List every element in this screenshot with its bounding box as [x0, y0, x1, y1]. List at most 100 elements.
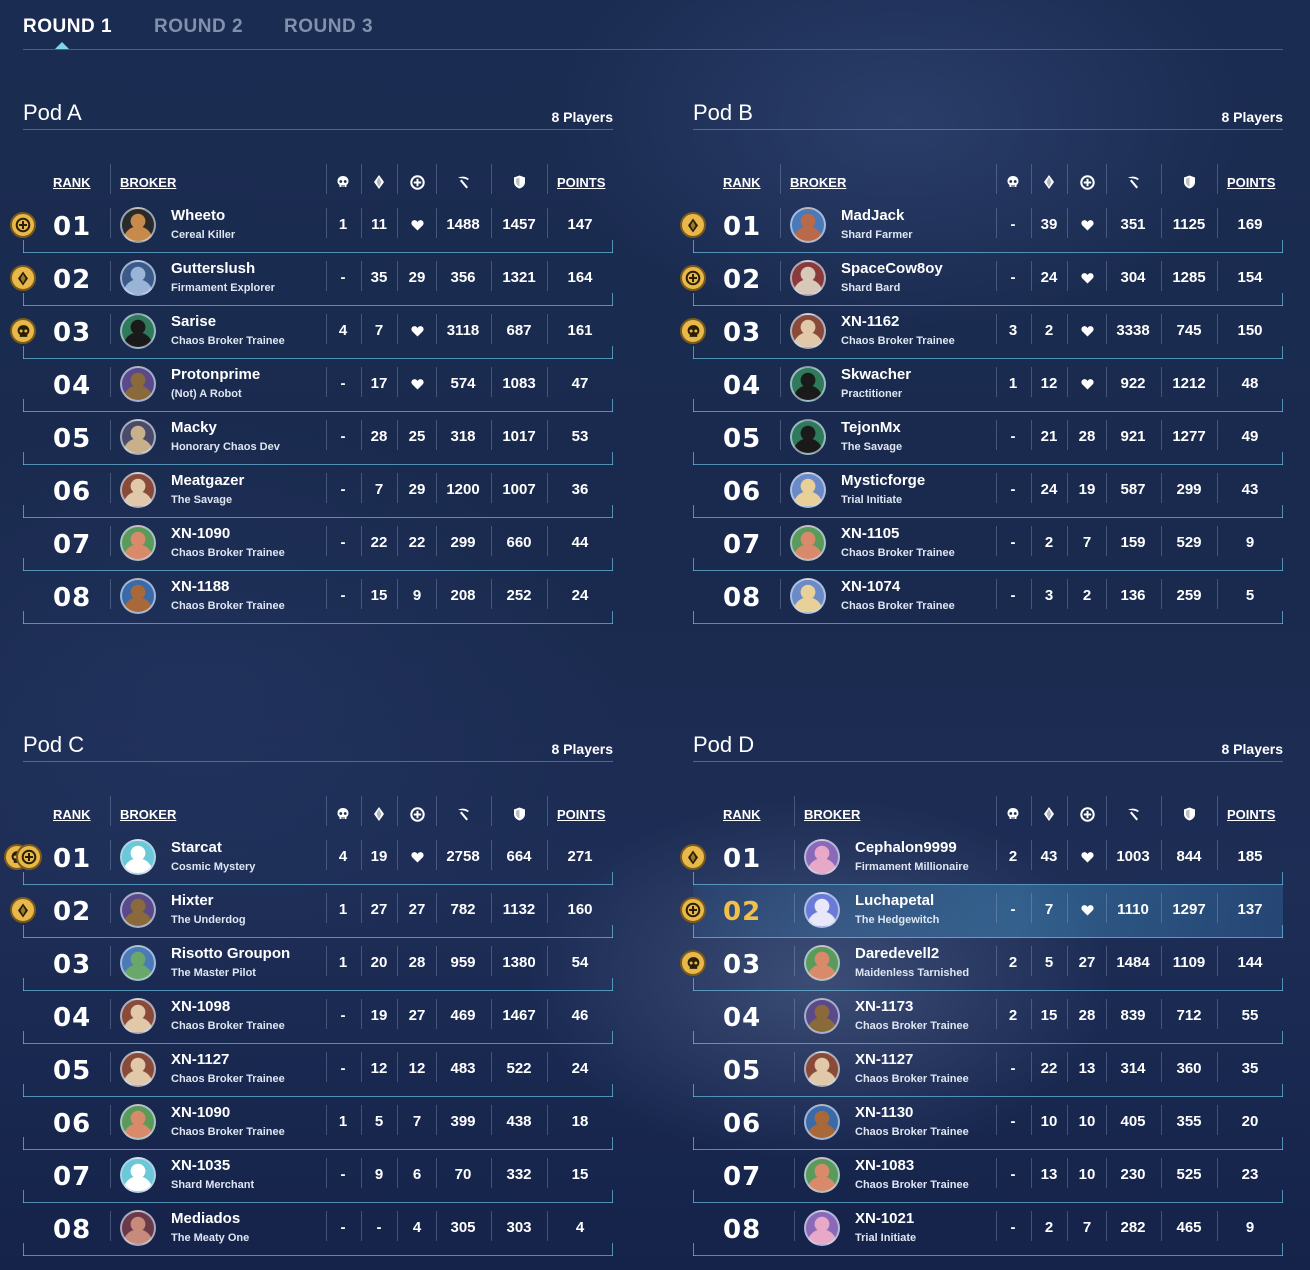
shield-icon[interactable]: [1181, 174, 1197, 190]
broker-column-header[interactable]: BROKER: [120, 807, 177, 822]
table-row[interactable]: 08 XN-1021 Trial Initiate - 2 7 282 465 9: [693, 1203, 1283, 1256]
player-name[interactable]: Mediados: [171, 1210, 241, 1227]
plus-circle-icon[interactable]: [409, 806, 425, 822]
player-name[interactable]: Gutterslush: [171, 260, 256, 277]
broker-column-header[interactable]: BROKER: [120, 175, 177, 190]
plus-circle-icon[interactable]: [1079, 806, 1095, 822]
table-row[interactable]: 01 Starcat Cosmic Mystery 4 19 2758 664 271: [4, 832, 613, 885]
avatar[interactable]: [120, 472, 156, 508]
avatar[interactable]: [120, 1210, 156, 1246]
points-column-header[interactable]: POINTS: [1227, 175, 1276, 190]
avatar[interactable]: [120, 525, 156, 561]
broker-column-header[interactable]: BROKER: [790, 175, 847, 190]
avatar[interactable]: [120, 1051, 156, 1087]
table-row[interactable]: 03 Risotto Groupon The Master Pilot 1 20 28 95…: [23, 938, 613, 991]
table-row[interactable]: 05 TejonMx The Savage - 21 28 921 1277 49: [693, 412, 1283, 465]
avatar[interactable]: [804, 945, 840, 981]
skull-icon[interactable]: [335, 806, 351, 822]
table-row[interactable]: 02 SpaceCow8oy Shard Bard - 24 304 1285 154: [680, 253, 1283, 306]
rank-column-header[interactable]: RANK: [53, 807, 91, 822]
table-row[interactable]: 05 XN-1127 Chaos Broker Trainee - 22 13 314 360…: [693, 1044, 1283, 1097]
broker-column-header[interactable]: BROKER: [804, 807, 861, 822]
player-name[interactable]: XN-1127: [855, 1051, 914, 1068]
table-row[interactable]: 01 Cephalon9999 Firmament Millionaire 2 43 10…: [680, 832, 1283, 885]
avatar[interactable]: [120, 578, 156, 614]
table-row[interactable]: 01 MadJack Shard Farmer - 39 351 1125 169: [680, 200, 1283, 253]
table-row[interactable]: 07 XN-1035 Shard Merchant - 9 6 70 332 15: [23, 1150, 613, 1203]
avatar[interactable]: [120, 892, 156, 928]
player-name[interactable]: XN-1105: [841, 525, 900, 542]
avatar[interactable]: [120, 207, 156, 243]
table-row[interactable]: 02 Hixter The Underdog 1 27 27 782 1132 160: [10, 885, 613, 938]
table-row[interactable]: 05 XN-1127 Chaos Broker Trainee - 12 12 483 522…: [23, 1044, 613, 1097]
table-row[interactable]: 08 Mediados The Meaty One - - 4 305 303 4: [23, 1203, 613, 1256]
avatar[interactable]: [790, 313, 826, 349]
rank-column-header[interactable]: RANK: [53, 175, 91, 190]
player-name[interactable]: Macky: [171, 419, 217, 436]
table-row[interactable]: 04 Protonprime (Not) A Robot - 17 574 1083 47: [23, 359, 613, 412]
player-name[interactable]: XN-1021: [855, 1210, 915, 1227]
table-row[interactable]: 03 Daredevell2 Maidenless Tarnished 2 5 27 148…: [680, 938, 1283, 991]
player-name[interactable]: XN-1074: [841, 578, 901, 595]
avatar[interactable]: [120, 366, 156, 402]
player-name[interactable]: Starcat: [171, 839, 222, 856]
rank-column-header[interactable]: RANK: [723, 175, 761, 190]
player-name[interactable]: Protonprime: [171, 366, 261, 383]
plus-circle-icon[interactable]: [1079, 174, 1095, 190]
table-row[interactable]: 06 Mysticforge Trial Initiate - 24 19 587 299 43: [693, 465, 1283, 518]
tab-round-1[interactable]: ROUND 1: [23, 16, 113, 49]
avatar[interactable]: [790, 525, 826, 561]
player-name[interactable]: Cephalon9999: [855, 839, 957, 856]
player-name[interactable]: XN-1188: [171, 578, 230, 595]
tab-round-3[interactable]: ROUND 3: [284, 16, 374, 37]
avatar[interactable]: [804, 1051, 840, 1087]
table-row[interactable]: 02 Gutterslush Firmament Explorer - 35 29 356 1…: [10, 253, 613, 306]
avatar[interactable]: [120, 1157, 156, 1193]
player-name[interactable]: Daredevell2: [855, 945, 940, 962]
table-row[interactable]: 06 XN-1090 Chaos Broker Trainee 1 5 7 399 438 18: [23, 1097, 613, 1150]
table-row[interactable]: 04 XN-1173 Chaos Broker Trainee 2 15 28 839 712…: [693, 991, 1283, 1044]
avatar[interactable]: [790, 472, 826, 508]
player-name[interactable]: XN-1090: [171, 525, 231, 542]
player-name[interactable]: XN-1162: [841, 313, 900, 330]
player-name[interactable]: Wheeto: [171, 207, 226, 224]
avatar[interactable]: [120, 260, 156, 296]
avatar[interactable]: [804, 839, 840, 875]
pickaxe-icon[interactable]: [1125, 806, 1141, 822]
plus-circle-icon[interactable]: [409, 174, 425, 190]
avatar[interactable]: [790, 207, 826, 243]
shield-icon[interactable]: [1181, 806, 1197, 822]
points-column-header[interactable]: POINTS: [557, 807, 606, 822]
skull-icon[interactable]: [1005, 174, 1021, 190]
avatar[interactable]: [120, 419, 156, 455]
player-name[interactable]: Sarise: [171, 313, 217, 330]
crystal-icon[interactable]: [371, 806, 387, 822]
skull-icon[interactable]: [335, 174, 351, 190]
table-row[interactable]: 02 Luchapetal The Hedgewitch - 7 1110 1297 137: [680, 885, 1283, 938]
player-name[interactable]: TejonMx: [841, 419, 901, 436]
player-name[interactable]: MadJack: [841, 207, 905, 224]
table-row[interactable]: 07 XN-1090 Chaos Broker Trainee - 22 22 299 660…: [23, 518, 613, 571]
table-row[interactable]: 04 XN-1098 Chaos Broker Trainee - 19 27 469 146…: [23, 991, 613, 1044]
avatar[interactable]: [120, 998, 156, 1034]
points-column-header[interactable]: POINTS: [1227, 807, 1276, 822]
crystal-icon[interactable]: [1041, 174, 1057, 190]
player-name[interactable]: Risotto Groupon: [171, 945, 291, 962]
table-row[interactable]: 04 Skwacher Practitioner 1 12 922 1212 48: [693, 359, 1283, 412]
player-name[interactable]: Skwacher: [841, 366, 912, 383]
avatar[interactable]: [790, 366, 826, 402]
avatar[interactable]: [120, 313, 156, 349]
pickaxe-icon[interactable]: [1125, 174, 1141, 190]
avatar[interactable]: [120, 1104, 156, 1140]
player-name[interactable]: Hixter: [171, 892, 214, 909]
avatar[interactable]: [804, 998, 840, 1034]
table-row[interactable]: 06 Meatgazer The Savage - 7 29 1200 1007 36: [23, 465, 613, 518]
table-row[interactable]: 05 Macky Honorary Chaos Dev - 28 25 318 1017 53: [23, 412, 613, 465]
rank-column-header[interactable]: RANK: [723, 807, 761, 822]
player-name[interactable]: XN-1083: [855, 1157, 915, 1174]
avatar[interactable]: [804, 892, 840, 928]
table-row[interactable]: 08 XN-1188 Chaos Broker Trainee - 15 9 208 252 2…: [23, 571, 613, 624]
table-row[interactable]: 08 XN-1074 Chaos Broker Trainee - 3 2 136 259 5: [693, 571, 1283, 624]
table-row[interactable]: 03 Sarise Chaos Broker Trainee 4 7 3118 687 161: [10, 306, 613, 359]
player-name[interactable]: XN-1130: [855, 1104, 914, 1121]
